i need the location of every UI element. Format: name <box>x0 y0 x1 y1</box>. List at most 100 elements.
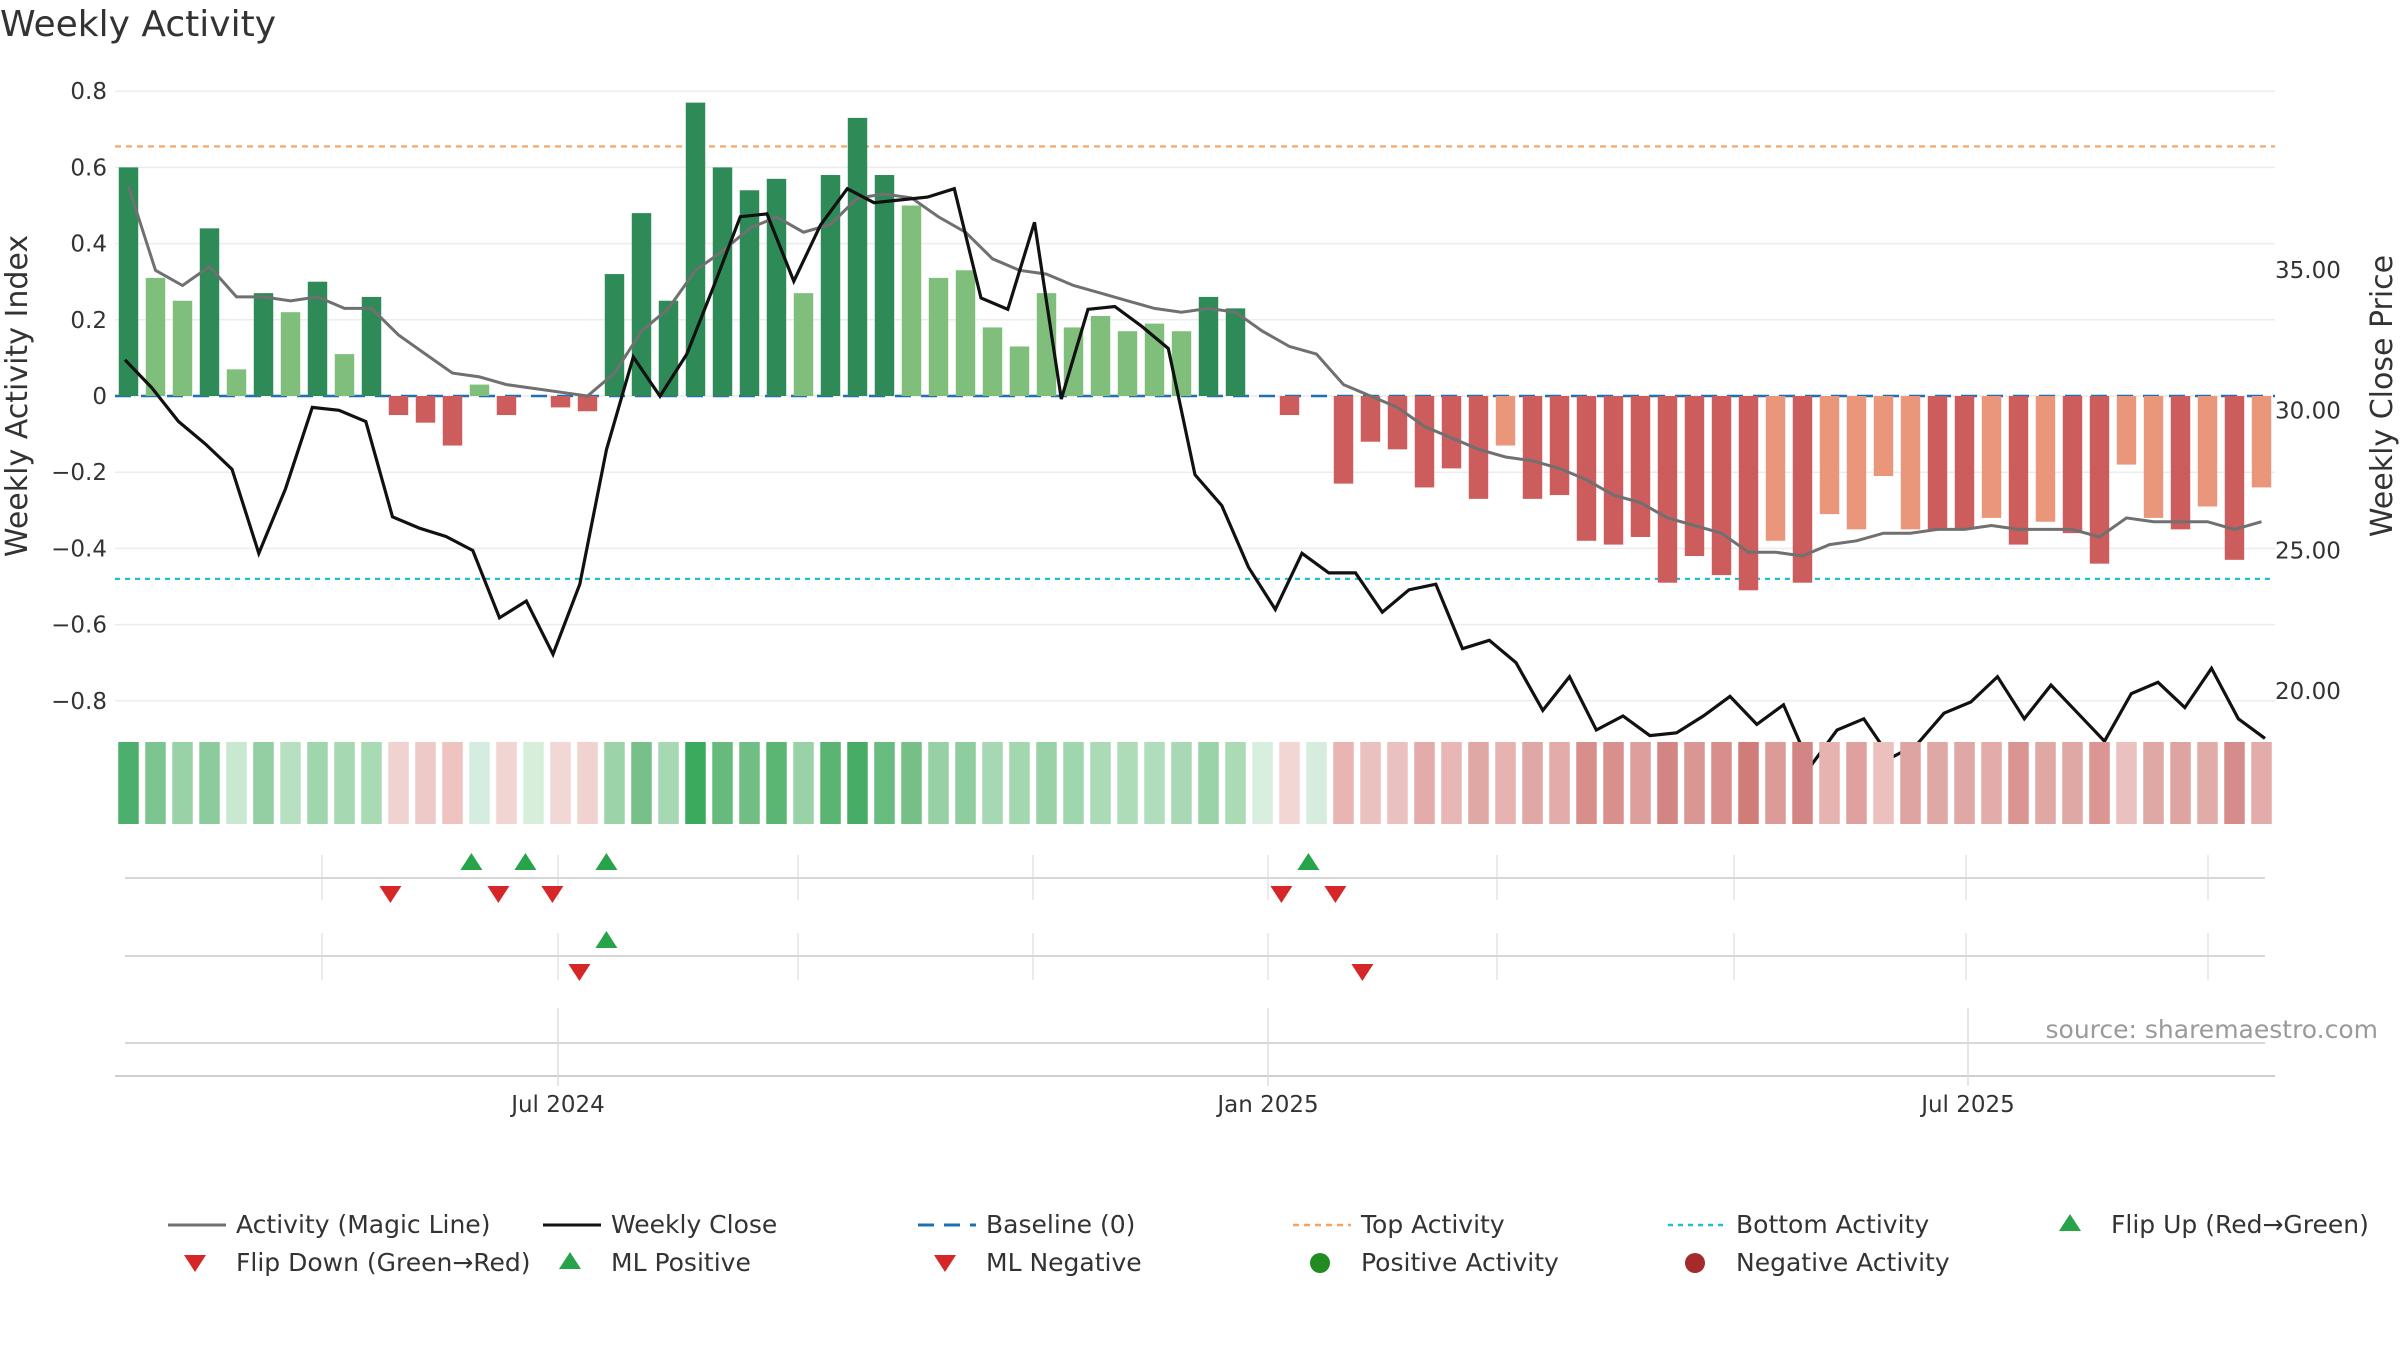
activity-bar <box>1819 396 1840 515</box>
activity-bar <box>2089 396 2110 564</box>
activity-bar <box>1738 396 1759 591</box>
heat-cell <box>523 742 544 824</box>
heat-cell <box>874 742 895 824</box>
activity-bar <box>1792 396 1813 583</box>
magic-line <box>127 185 2262 558</box>
heat-cell <box>1603 742 1624 824</box>
ml-negative-marker <box>1351 964 1374 981</box>
heat-cell <box>1144 742 1165 824</box>
heat-cell <box>1441 742 1462 824</box>
source-credit: source: sharemaestro.com <box>2046 1015 2379 1044</box>
x-tick-label: Jul 2024 <box>509 1092 605 1118</box>
heat-cell <box>2143 742 2164 824</box>
heat-cell <box>2116 742 2137 824</box>
activity-bar <box>577 396 598 412</box>
heat-cell <box>712 742 733 824</box>
activity-bar <box>2170 396 2191 530</box>
activity-bar <box>766 178 787 396</box>
legend: Activity (Magic Line) Weekly Close Baselin… <box>168 1210 2369 1277</box>
activity-bar <box>442 396 463 446</box>
activity-bar <box>280 312 301 396</box>
activity-bar <box>1009 346 1030 396</box>
heat-cell <box>361 742 382 824</box>
activity-bar <box>415 396 436 423</box>
heat-cell <box>1306 742 1327 824</box>
heat-cell <box>1333 742 1354 824</box>
activity-bar <box>1414 396 1435 488</box>
legend-label: Flip Down (Green→Red) <box>236 1248 531 1277</box>
activity-bar <box>1171 331 1192 396</box>
heat-cell <box>1198 742 1219 824</box>
heat-cell <box>1792 742 1813 824</box>
legend-swatch-ml-positive <box>559 1252 581 1269</box>
y-tick-label: −0.8 <box>51 689 107 715</box>
heat-cell <box>1846 742 1867 824</box>
activity-bar <box>1360 396 1381 442</box>
legend-label: ML Positive <box>611 1248 751 1277</box>
signal-rows <box>125 853 2265 1044</box>
legend-label: Baseline (0) <box>986 1210 1135 1239</box>
heat-cell <box>1630 742 1651 824</box>
heat-cell <box>2251 742 2272 824</box>
heat-cell <box>901 742 922 824</box>
flip-up-marker <box>595 853 618 870</box>
ml-negative-marker <box>568 964 591 981</box>
activity-bar <box>1279 396 1300 416</box>
heat-cell <box>1765 742 1786 824</box>
legend-label: Weekly Close <box>611 1210 777 1239</box>
activity-bar <box>847 117 868 397</box>
activity-bar <box>307 281 328 396</box>
heat-cell <box>1657 742 1678 824</box>
legend-swatch-flip-up <box>2059 1214 2081 1231</box>
heat-cell <box>1225 742 1246 824</box>
legend-swatch-ml-negative <box>934 1255 956 1272</box>
legend-swatch-negative-activity <box>1685 1253 1705 1273</box>
x-tick-label: Jul 2025 <box>1919 1092 2015 1118</box>
activity-bar <box>1684 396 1705 557</box>
activity-bar <box>874 175 895 396</box>
activity-bar <box>1495 396 1516 446</box>
y-tick-label: 0.4 <box>70 232 107 258</box>
heat-cell <box>442 742 463 824</box>
y-axis-title: Weekly Activity Index <box>0 235 35 557</box>
heat-cell <box>1954 742 1975 824</box>
heat-cell <box>2197 742 2218 824</box>
heat-cell <box>172 742 193 824</box>
activity-bar <box>550 396 571 408</box>
activity-bar <box>1603 396 1624 545</box>
y-tick-label: 0.8 <box>70 79 107 105</box>
activity-bar <box>955 270 976 396</box>
activity-bar <box>1198 296 1219 396</box>
activity-bar <box>199 228 220 396</box>
activity-bar <box>1090 315 1111 396</box>
activity-bar <box>1873 396 1894 477</box>
heat-cell <box>118 742 139 824</box>
heat-cell <box>550 742 571 824</box>
heat-cell <box>982 742 1003 824</box>
heat-cell <box>2089 742 2110 824</box>
activity-bar <box>496 396 517 416</box>
heat-cell <box>1576 742 1597 824</box>
legend-label: Top Activity <box>1360 1210 1505 1239</box>
y-tick-label: 0.2 <box>70 308 107 334</box>
heat-cell <box>1252 742 1273 824</box>
heat-cell <box>145 742 166 824</box>
heat-cell <box>820 742 841 824</box>
heat-cell <box>1414 742 1435 824</box>
activity-bars <box>118 102 2272 591</box>
heat-cell <box>2008 742 2029 824</box>
heat-cell <box>1360 742 1381 824</box>
activity-bar <box>1441 396 1462 469</box>
chart-title: Weekly Activity <box>0 4 277 45</box>
heat-cell <box>1279 742 1300 824</box>
activity-bar <box>2116 396 2137 465</box>
legend-swatch-positive-activity <box>1310 1253 1330 1273</box>
heat-cell <box>199 742 220 824</box>
activity-bar <box>2197 396 2218 507</box>
y2-tick-label: 30.00 <box>2275 398 2341 424</box>
flip-down-marker <box>1270 886 1293 903</box>
heat-cell <box>1090 742 1111 824</box>
flip-down-marker <box>541 886 564 903</box>
heat-cell <box>1981 742 2002 824</box>
activity-bar <box>1576 396 1597 541</box>
